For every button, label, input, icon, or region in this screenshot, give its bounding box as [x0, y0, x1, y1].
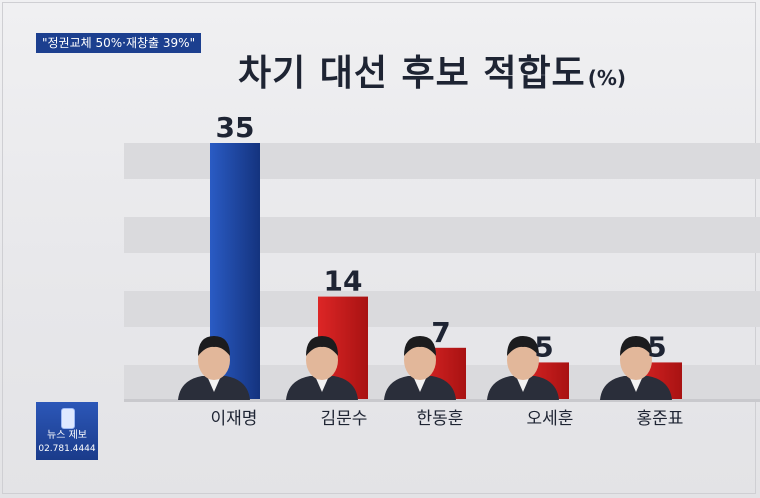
chart-unit: (%) [587, 66, 627, 90]
value-label: 35 [216, 111, 255, 144]
candidate-portrait [286, 336, 358, 400]
news-tip-box: 뉴스 제보 02.781.4444 [36, 402, 98, 460]
value-label: 5 [534, 330, 553, 363]
category-label: 오세훈 [527, 409, 574, 429]
category-label: 이재명 [211, 409, 258, 429]
candidate-portrait [178, 336, 250, 400]
phone-icon [61, 408, 75, 429]
tip-label: 뉴스 제보 [47, 430, 87, 441]
tip-phone-number: 02.781.4444 [38, 444, 96, 454]
value-label: 7 [431, 316, 450, 349]
headline-badge: "정권교체 50%·재창출 39%" [36, 33, 202, 53]
value-label: 14 [324, 265, 363, 298]
candidate-portrait [487, 336, 559, 400]
category-label: 홍준표 [637, 409, 684, 429]
value-label: 5 [647, 330, 666, 363]
category-label: 한동훈 [417, 409, 464, 429]
baseline [124, 399, 760, 402]
category-label: 김문수 [321, 409, 368, 429]
candidate-portrait [600, 336, 672, 400]
chart-title: 차기 대선 후보 적합도 (%) [238, 44, 626, 96]
candidate-portrait [384, 336, 456, 400]
headline-text: "정권교체 50%·재창출 39%" [42, 36, 196, 50]
chart-title-text: 차기 대선 후보 적합도 [238, 53, 586, 94]
